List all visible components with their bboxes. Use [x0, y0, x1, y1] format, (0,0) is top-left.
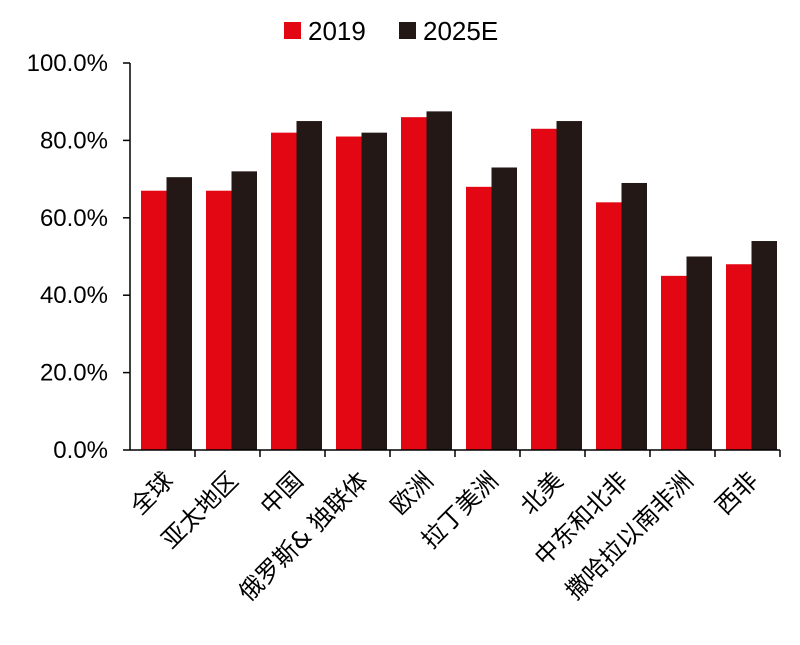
bar-2025E-8: [686, 256, 712, 450]
legend-label-2025E: 2025E: [423, 16, 498, 46]
bar-2025E-6: [556, 121, 582, 451]
bar-2019-1: [206, 190, 232, 450]
x-category-label: 西非: [710, 466, 764, 520]
bar-2025E-5: [491, 167, 517, 451]
legend-swatch-2025E: [399, 22, 416, 39]
bar-2025E-7: [621, 182, 647, 450]
y-tick-label: 40.0%: [40, 282, 108, 309]
x-category-label: 欧洲: [385, 466, 439, 520]
bars: [141, 111, 777, 451]
bar-2019-2: [271, 132, 297, 450]
y-tick-label: 100.0%: [27, 50, 108, 77]
bar-2025E-3: [361, 132, 387, 450]
bar-2019-7: [596, 202, 622, 450]
bar-2019-5: [466, 186, 492, 450]
y-tick-label: 80.0%: [40, 127, 108, 154]
y-tick-label: 0.0%: [53, 437, 108, 464]
bar-2019-3: [336, 136, 362, 450]
y-axis: 0.0% 20.0% 40.0% 60.0% 80.0% 100.0%: [27, 50, 131, 464]
legend: 2019 2025E: [284, 16, 498, 46]
y-tick-label: 20.0%: [40, 360, 108, 387]
bar-2025E-4: [426, 111, 452, 450]
bar-2019-4: [401, 117, 427, 451]
x-category-label: 中国: [255, 466, 309, 520]
bar-2025E-2: [296, 121, 322, 451]
x-category-label: 全球: [125, 466, 179, 520]
y-tick-label: 60.0%: [40, 205, 108, 232]
bar-2025E-1: [231, 171, 257, 451]
legend-label-2019: 2019: [308, 16, 366, 46]
bar-2019-0: [141, 190, 167, 450]
bar-2019-6: [531, 128, 557, 451]
x-category-label: 北美: [515, 466, 569, 520]
bar-2019-9: [726, 264, 752, 450]
bar-2025E-0: [166, 177, 192, 451]
bar-2019-8: [661, 275, 687, 450]
bar-2025E-9: [751, 241, 777, 450]
legend-swatch-2019: [284, 22, 301, 39]
